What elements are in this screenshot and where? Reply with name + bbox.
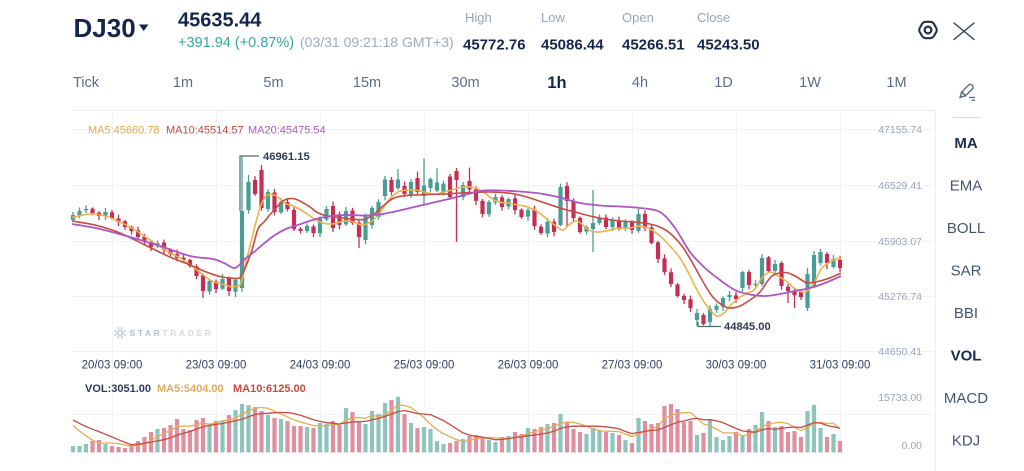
svg-text:(03/31 09:21:18 GMT+3): (03/31 09:21:18 GMT+3) [300, 34, 454, 50]
svg-text:45903.07: 45903.07 [878, 236, 922, 248]
svg-text:Tick: Tick [73, 75, 100, 91]
svg-text:45086.44: 45086.44 [541, 37, 604, 54]
svg-text:STARTRADER: STARTRADER [130, 328, 214, 338]
svg-text:BOLL: BOLL [947, 220, 985, 237]
svg-text:45266.51: 45266.51 [622, 37, 685, 54]
svg-text:SAR: SAR [951, 263, 982, 280]
svg-text:44650.41: 44650.41 [878, 346, 922, 358]
svg-text:Open: Open [622, 10, 654, 25]
svg-text:45635.44: 45635.44 [178, 10, 262, 32]
svg-text:31/03 09:00: 31/03 09:00 [810, 360, 871, 372]
svg-text:4h: 4h [632, 75, 648, 91]
svg-text:Close: Close [697, 10, 730, 25]
svg-text:MA20:45475.54: MA20:45475.54 [248, 125, 326, 137]
svg-text:30m: 30m [451, 75, 479, 91]
svg-text:DJ30: DJ30 [74, 13, 136, 43]
svg-text:1W: 1W [799, 75, 821, 91]
svg-text:0.00: 0.00 [902, 440, 923, 452]
svg-text:KDJ: KDJ [952, 433, 980, 450]
svg-text:VOL: VOL [951, 348, 982, 365]
svg-text:45243.50: 45243.50 [697, 37, 760, 54]
svg-text:15m: 15m [353, 75, 381, 91]
svg-text:MA10:45514.57: MA10:45514.57 [166, 125, 244, 137]
svg-text:+391.94 (+0.87%): +391.94 (+0.87%) [178, 35, 294, 51]
svg-text:1M: 1M [886, 75, 906, 91]
svg-text:27/03 09:00: 27/03 09:00 [602, 360, 663, 372]
svg-text:MA10:6125.00: MA10:6125.00 [233, 383, 306, 395]
svg-text:BBI: BBI [954, 305, 978, 322]
svg-text:45276.74: 45276.74 [878, 291, 922, 303]
svg-text:44845.00: 44845.00 [724, 321, 771, 333]
svg-text:46529.41: 46529.41 [878, 180, 922, 192]
svg-text:1h: 1h [547, 74, 566, 92]
svg-text:EMA: EMA [950, 178, 983, 195]
svg-text:MA5:45660.78: MA5:45660.78 [88, 125, 160, 137]
svg-text:High: High [465, 10, 492, 25]
svg-text:MA: MA [954, 135, 977, 152]
svg-text:46961.15: 46961.15 [263, 151, 310, 163]
svg-text:20/03 09:00: 20/03 09:00 [82, 360, 143, 372]
svg-text:1D: 1D [714, 75, 733, 91]
svg-text:MACD: MACD [944, 390, 988, 407]
svg-text:5m: 5m [263, 75, 283, 91]
svg-text:26/03 09:00: 26/03 09:00 [498, 360, 559, 372]
svg-text:30/03 09:00: 30/03 09:00 [706, 360, 767, 372]
svg-text:15733.00: 15733.00 [878, 392, 922, 404]
svg-text:MA5:5404.00: MA5:5404.00 [157, 383, 224, 395]
svg-text:45772.76: 45772.76 [463, 37, 526, 54]
svg-text:47155.74: 47155.74 [878, 124, 922, 136]
svg-text:Low: Low [541, 10, 565, 25]
svg-text:25/03 09:00: 25/03 09:00 [394, 360, 455, 372]
svg-text:VOL:3051.00: VOL:3051.00 [85, 383, 151, 395]
svg-text:23/03 09:00: 23/03 09:00 [186, 360, 247, 372]
svg-text:24/03 09:00: 24/03 09:00 [290, 360, 351, 372]
svg-text:1m: 1m [173, 75, 193, 91]
